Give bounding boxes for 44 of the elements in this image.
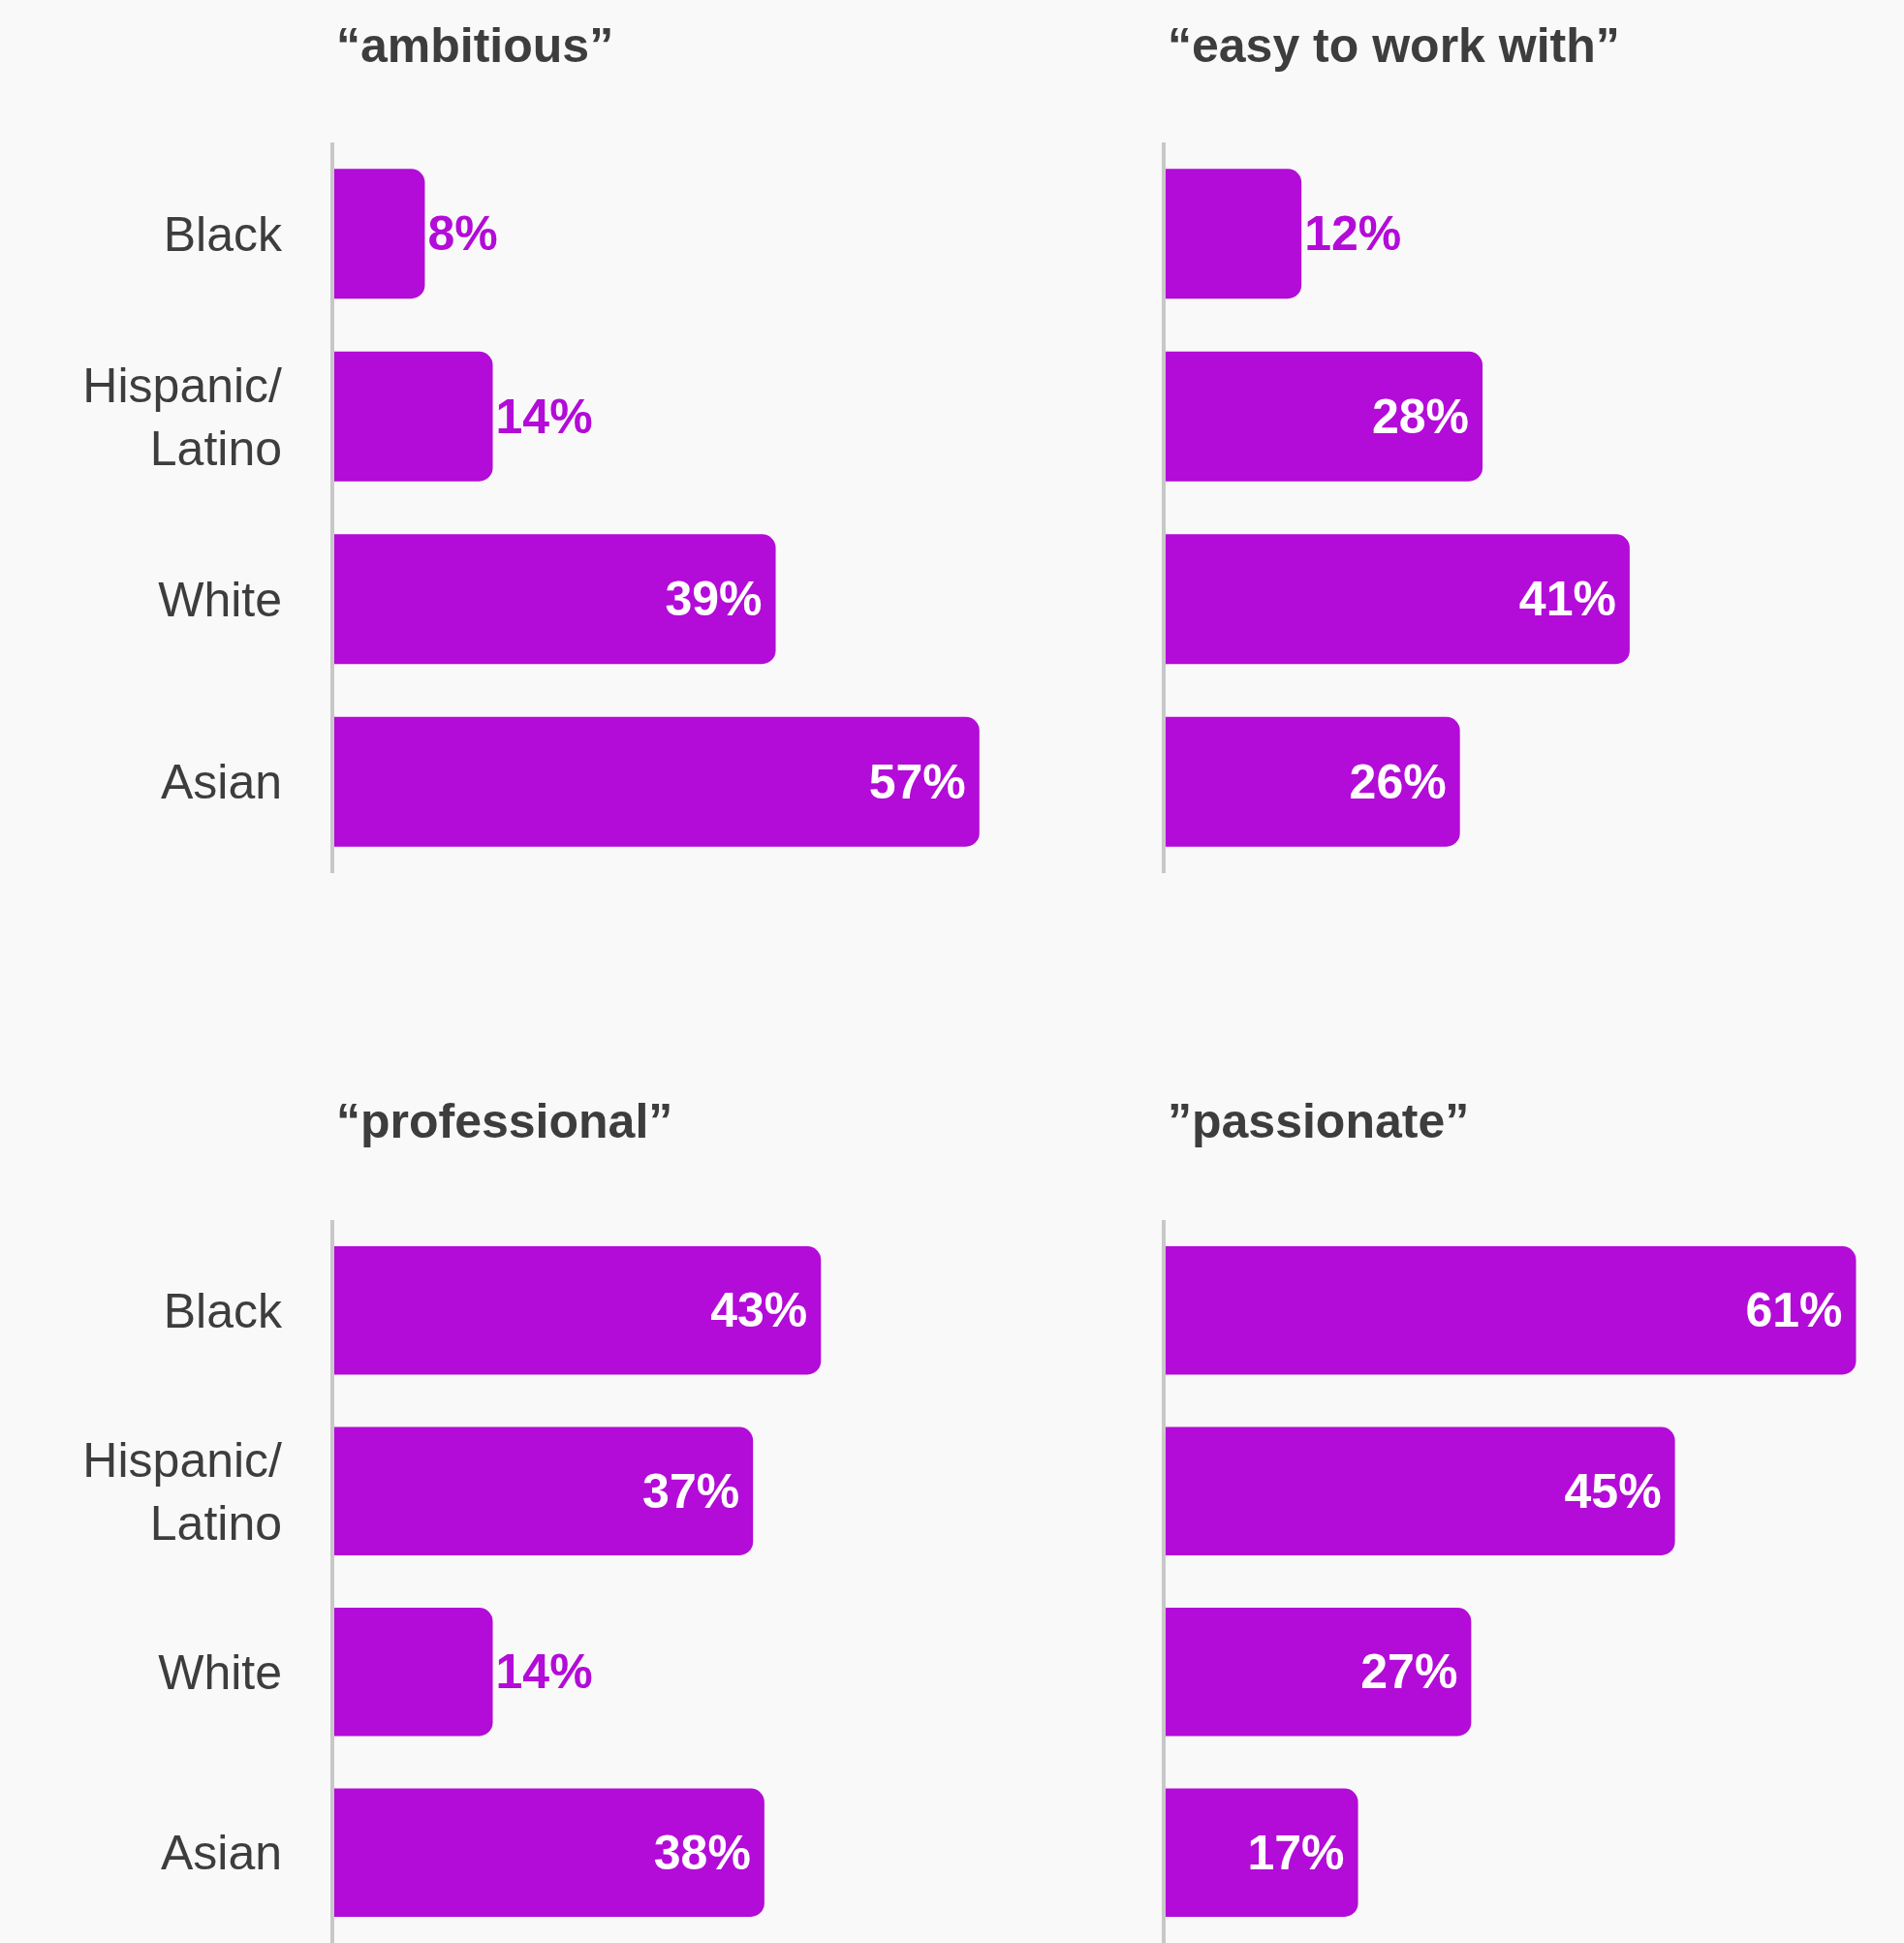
bar xyxy=(334,1426,754,1555)
data-label: 38% xyxy=(653,1825,751,1880)
y-tick-label: White xyxy=(158,1645,282,1700)
data-label: 26% xyxy=(1349,754,1447,809)
bar xyxy=(334,351,493,482)
y-tick-label: White xyxy=(158,572,282,627)
bar xyxy=(334,534,776,665)
data-label: 17% xyxy=(1247,1825,1345,1880)
bar xyxy=(1166,1426,1675,1555)
data-label: 8% xyxy=(427,206,498,262)
chart-title: “professional” xyxy=(336,1094,673,1148)
data-label: 41% xyxy=(1518,572,1616,627)
bar xyxy=(334,169,425,299)
data-label: 14% xyxy=(495,389,593,444)
bar xyxy=(1166,351,1483,482)
bar xyxy=(334,1246,822,1375)
bar xyxy=(334,1788,765,1917)
data-label: 61% xyxy=(1745,1283,1843,1338)
data-label: 27% xyxy=(1360,1645,1458,1700)
bar xyxy=(1166,1788,1358,1917)
y-tick-label: Asian xyxy=(160,1826,282,1881)
data-label: 14% xyxy=(495,1645,593,1700)
y-tick-label: Hispanic/Latino xyxy=(82,1432,283,1551)
bar xyxy=(1166,169,1302,299)
bar xyxy=(1166,716,1460,847)
y-tick-label: Black xyxy=(163,1283,283,1338)
chart-title: ”passionate” xyxy=(1168,1094,1470,1148)
bar xyxy=(334,1608,493,1737)
y-tick-label: Asian xyxy=(160,755,282,810)
chart-title: “easy to work with” xyxy=(1168,18,1620,73)
data-label: 28% xyxy=(1371,389,1470,444)
y-tick-label: Black xyxy=(163,206,283,262)
bar xyxy=(1166,1246,1857,1375)
bar xyxy=(1166,534,1630,665)
bar xyxy=(334,716,980,847)
data-label: 43% xyxy=(710,1283,808,1338)
data-label: 37% xyxy=(642,1463,740,1519)
bar xyxy=(1166,1608,1472,1737)
chart-title: “ambitious” xyxy=(336,18,614,73)
data-label: 57% xyxy=(868,754,966,809)
data-label: 45% xyxy=(1564,1463,1662,1519)
data-label: 39% xyxy=(665,572,763,627)
data-label: 12% xyxy=(1304,206,1402,262)
y-tick-label: Hispanic/Latino xyxy=(82,358,283,476)
